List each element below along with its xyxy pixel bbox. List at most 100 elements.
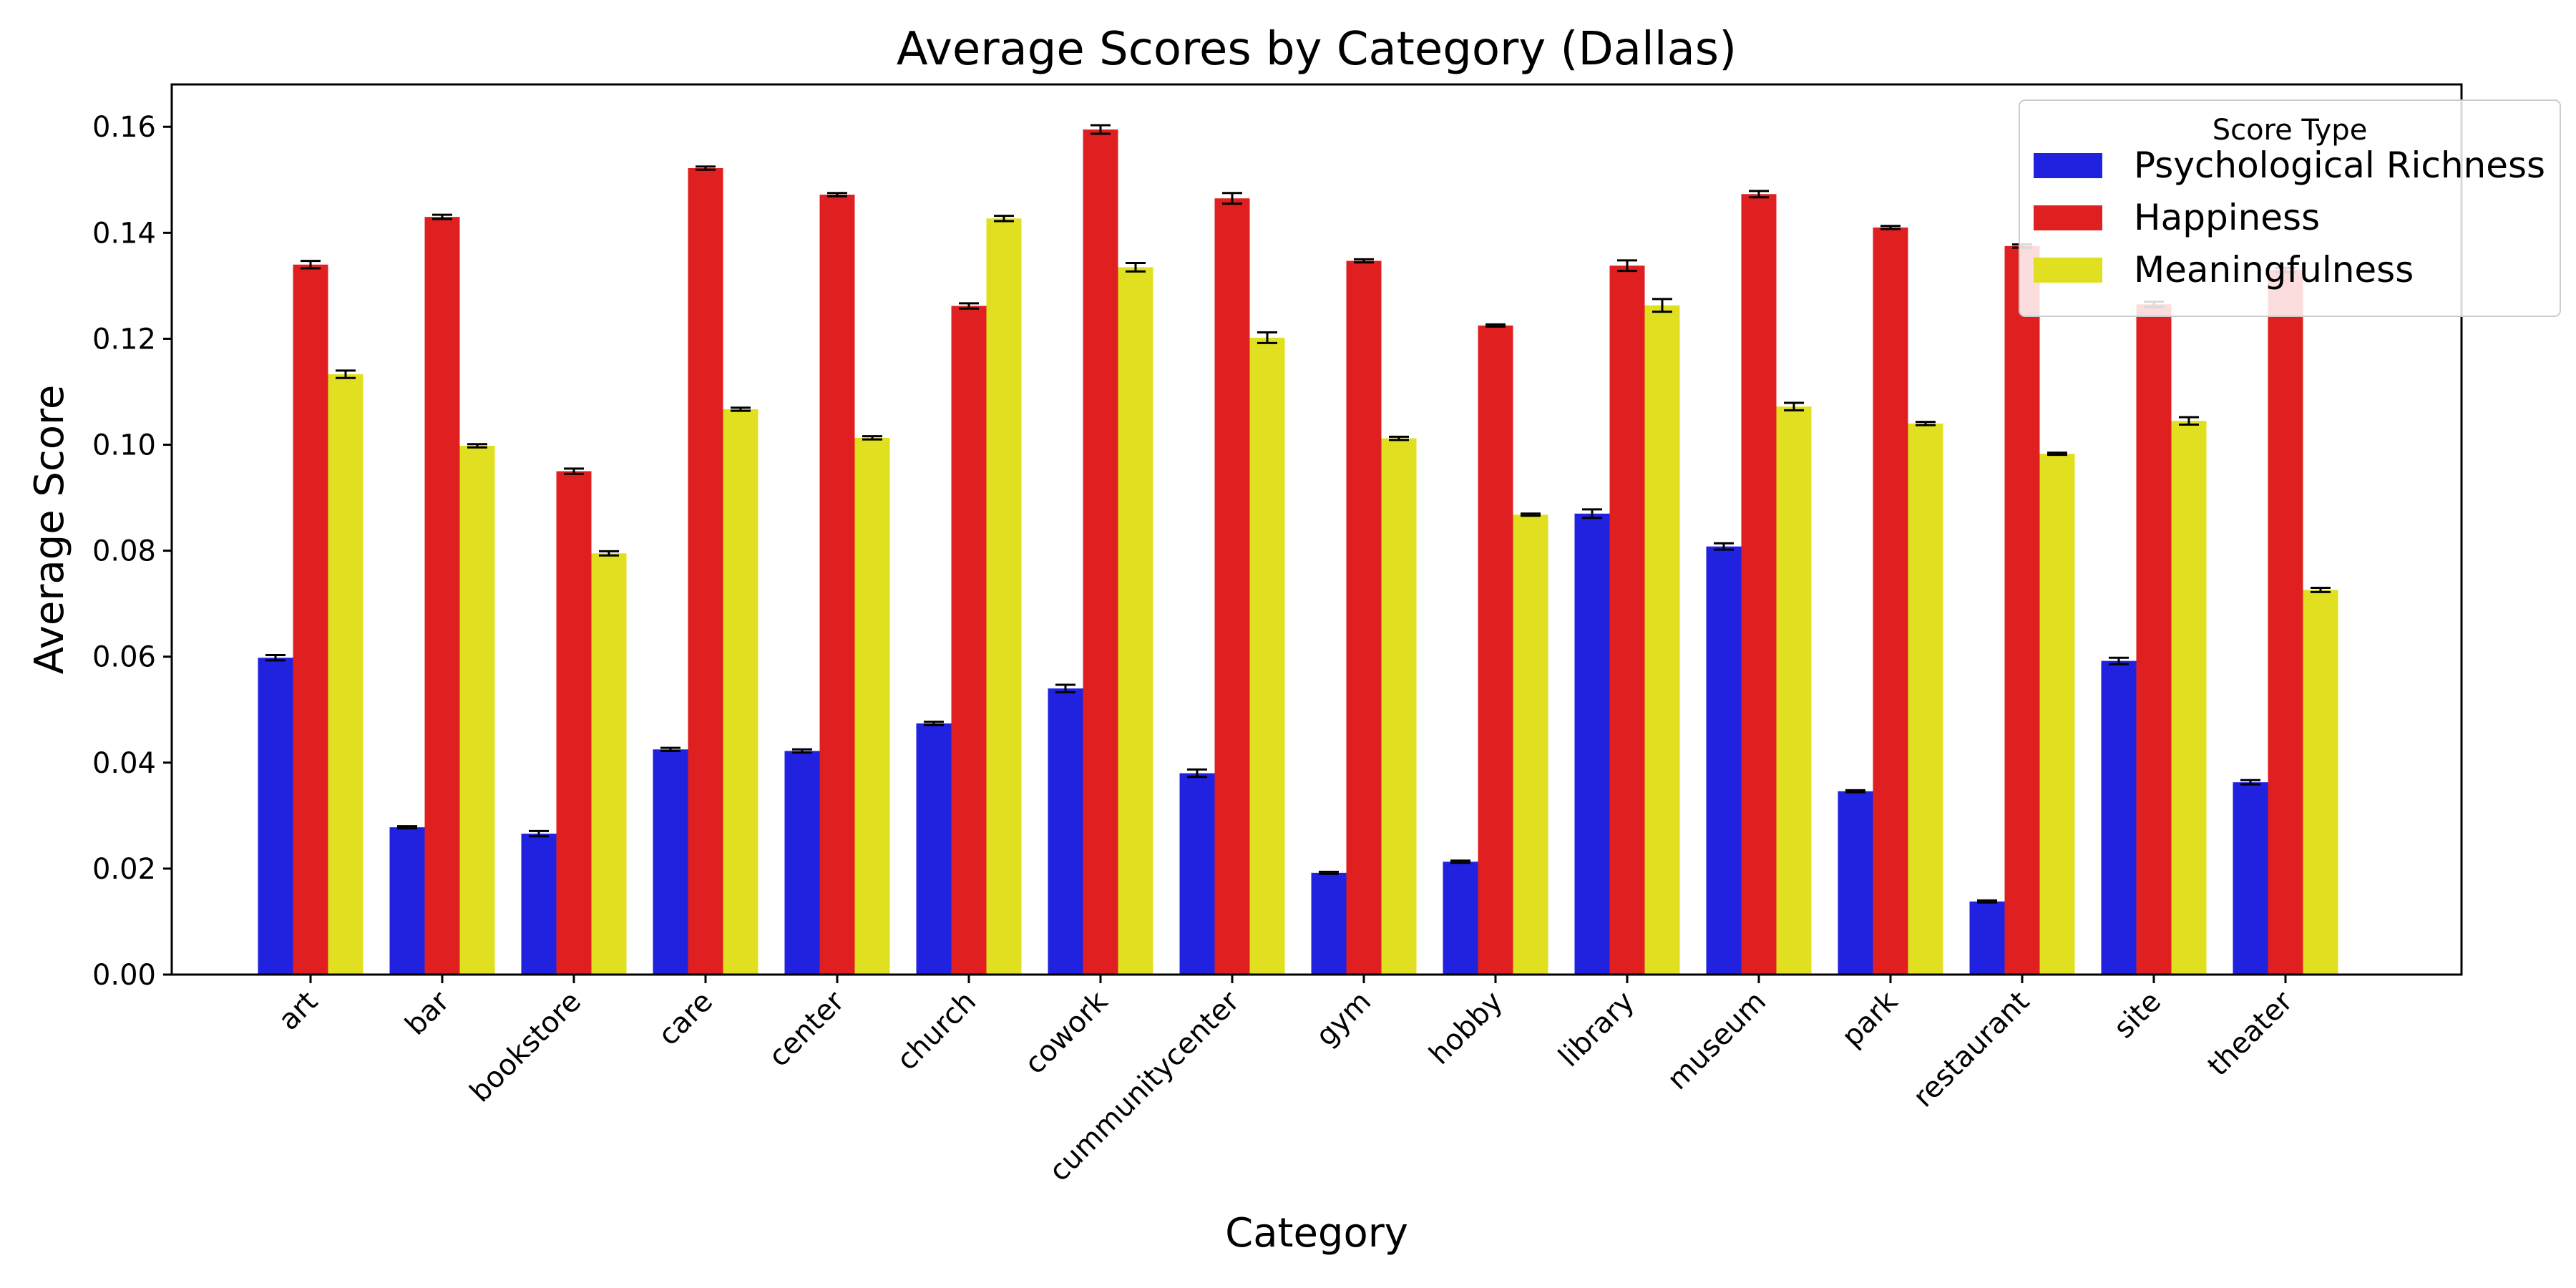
bar-psychological-richness-cowork <box>1048 688 1083 975</box>
error-bar-psychological-richness-bookstore <box>529 829 549 838</box>
error-bar-psychological-richness-restaurant <box>1977 899 1997 904</box>
bar-meaningfulness-museum <box>1776 406 1812 975</box>
bar-psychological-richness-park <box>1838 791 1873 975</box>
error-bars-group <box>265 124 2331 904</box>
error-bar-happiness-gym <box>1354 258 1374 264</box>
error-bar-meaningfulness-library <box>1652 298 1672 313</box>
bar-meaningfulness-hobby <box>1513 514 1548 975</box>
bar-meaningfulness-cowork <box>1118 267 1153 975</box>
legend-label: Psychological Richness <box>2134 145 2545 186</box>
error-bar-meaningfulness-cowork <box>1126 262 1146 273</box>
bar-psychological-richness-bar <box>389 827 425 975</box>
bar-psychological-richness-cummunitycenter <box>1179 773 1215 975</box>
bar-meaningfulness-restaurant <box>2039 454 2075 975</box>
x-axis-label: Category <box>1225 1210 1408 1257</box>
error-bar-happiness-care <box>696 165 716 171</box>
bar-psychological-richness-church <box>916 723 952 975</box>
error-bar-psychological-richness-museum <box>1714 542 1734 551</box>
y-tick-label: 0.08 <box>92 535 156 568</box>
y-tick-label: 0.04 <box>92 747 156 780</box>
error-bar-meaningfulness-park <box>1916 421 1936 426</box>
bar-happiness-theater <box>2268 270 2303 975</box>
error-bar-happiness-library <box>1617 259 1637 273</box>
bar-happiness-hobby <box>1478 325 1513 975</box>
bar-psychological-richness-gym <box>1311 872 1347 975</box>
error-bar-happiness-bar <box>432 213 452 220</box>
bar-meaningfulness-park <box>1908 423 1943 975</box>
bar-happiness-bar <box>424 217 460 975</box>
bar-meaningfulness-site <box>2171 421 2207 975</box>
error-bar-psychological-richness-site <box>2109 656 2129 665</box>
error-bar-happiness-hobby <box>1485 323 1506 328</box>
error-bar-psychological-richness-church <box>924 721 944 726</box>
error-bar-happiness-cummunitycenter <box>1222 192 1242 205</box>
error-bar-meaningfulness-restaurant <box>2047 452 2067 457</box>
bar-meaningfulness-cummunitycenter <box>1249 337 1285 975</box>
y-tick-label: 0.06 <box>92 641 156 674</box>
bar-psychological-richness-bookstore <box>521 834 557 975</box>
error-bar-meaningfulness-church <box>994 215 1014 223</box>
bar-happiness-church <box>951 306 987 975</box>
error-bar-happiness-art <box>301 260 321 270</box>
error-bar-happiness-church <box>959 302 979 310</box>
error-bar-meaningfulness-gym <box>1389 435 1409 441</box>
y-tick-label: 0.12 <box>92 323 156 356</box>
bar-psychological-richness-hobby <box>1443 862 1478 975</box>
y-axis-label: Average Score <box>26 385 73 675</box>
bars-group <box>258 129 2338 975</box>
error-bar-happiness-bookstore <box>564 467 584 475</box>
error-bar-meaningfulness-site <box>2179 416 2199 426</box>
bar-psychological-richness-library <box>1574 513 1610 975</box>
chart-title: Average Scores by Category (Dallas) <box>897 23 1737 76</box>
error-bar-psychological-richness-art <box>265 653 286 662</box>
y-tick-label: 0.02 <box>92 853 156 886</box>
error-bar-meaningfulness-care <box>731 406 751 412</box>
legend-items: Psychological Richness Happiness Meaningfu… <box>2034 145 2545 291</box>
error-bar-happiness-cowork <box>1091 124 1111 135</box>
bar-meaningfulness-center <box>854 437 890 975</box>
y-tick-label: 0.10 <box>92 429 156 462</box>
y-tick-label: 0.14 <box>92 217 156 250</box>
error-bar-happiness-center <box>827 192 847 197</box>
error-bar-meaningfulness-theater <box>2311 586 2331 593</box>
error-bar-psychological-richness-gym <box>1319 870 1339 875</box>
error-bar-happiness-museum <box>1749 190 1769 199</box>
bar-meaningfulness-library <box>1644 305 1680 975</box>
plot-frame <box>170 83 2463 976</box>
legend-label: Meaningfulness <box>2134 249 2414 291</box>
bar-psychological-richness-theater <box>2233 782 2268 975</box>
error-bar-psychological-richness-park <box>1845 789 1865 794</box>
error-bar-psychological-richness-center <box>792 748 812 754</box>
bar-meaningfulness-bookstore <box>591 553 627 975</box>
bar-psychological-richness-art <box>258 658 293 975</box>
bar-happiness-care <box>688 167 723 975</box>
error-bar-meaningfulness-bookstore <box>599 550 619 557</box>
bar-happiness-cowork <box>1083 129 1118 975</box>
error-bar-psychological-richness-cowork <box>1055 683 1075 693</box>
bar-meaningfulness-bar <box>459 446 495 975</box>
error-bar-meaningfulness-art <box>336 369 356 379</box>
bar-happiness-restaurant <box>2004 245 2040 975</box>
error-bar-meaningfulness-hobby <box>1521 512 1541 517</box>
bar-psychological-richness-center <box>784 751 820 975</box>
error-bar-psychological-richness-hobby <box>1450 859 1470 864</box>
y-tick-label: 0.16 <box>92 111 156 144</box>
bar-psychological-richness-site <box>2101 660 2137 975</box>
legend-swatch <box>2034 205 2102 230</box>
error-bar-psychological-richness-library <box>1582 508 1602 519</box>
error-bar-meaningfulness-museum <box>1784 401 1804 411</box>
error-bar-psychological-richness-cummunitycenter <box>1187 768 1207 779</box>
y-axis: 0.00 0.02 0.04 0.06 0.08 0.10 0.12 0.14 0.16 <box>92 111 172 992</box>
legend-box <box>2019 99 2561 317</box>
legend-swatch <box>2034 153 2102 178</box>
error-bar-psychological-richness-bar <box>397 825 417 830</box>
bar-meaningfulness-care <box>723 409 758 975</box>
legend-swatch <box>2034 258 2102 283</box>
bar-psychological-richness-restaurant <box>1969 901 2005 975</box>
legend-item-happiness: Happiness <box>2034 197 2320 238</box>
bar-happiness-gym <box>1346 260 1382 975</box>
legend-label: Happiness <box>2134 197 2320 238</box>
bar-psychological-richness-care <box>653 749 688 975</box>
legend: Score Type Psychological Richness Happine… <box>2019 99 2561 317</box>
